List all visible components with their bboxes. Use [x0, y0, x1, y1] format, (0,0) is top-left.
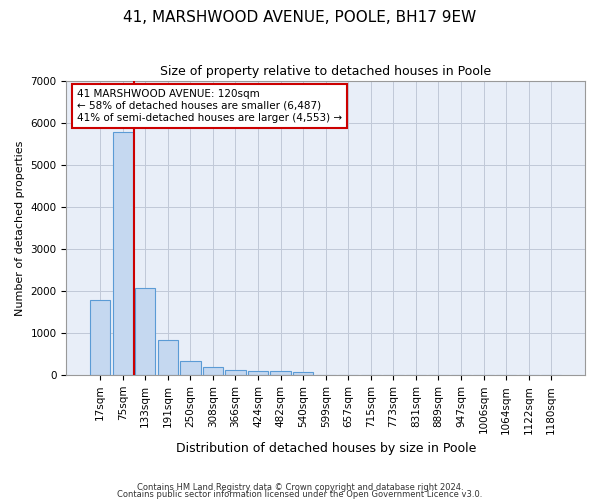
- Text: Contains HM Land Registry data © Crown copyright and database right 2024.: Contains HM Land Registry data © Crown c…: [137, 484, 463, 492]
- Bar: [226, 370, 245, 375]
- Text: 41, MARSHWOOD AVENUE, POOLE, BH17 9EW: 41, MARSHWOOD AVENUE, POOLE, BH17 9EW: [124, 10, 476, 25]
- Bar: [90, 300, 110, 375]
- Y-axis label: Number of detached properties: Number of detached properties: [15, 140, 25, 316]
- Text: 41 MARSHWOOD AVENUE: 120sqm
← 58% of detached houses are smaller (6,487)
41% of : 41 MARSHWOOD AVENUE: 120sqm ← 58% of det…: [77, 90, 342, 122]
- X-axis label: Distribution of detached houses by size in Poole: Distribution of detached houses by size …: [176, 442, 476, 455]
- Bar: [271, 371, 291, 375]
- Bar: [248, 371, 268, 375]
- Text: Contains public sector information licensed under the Open Government Licence v3: Contains public sector information licen…: [118, 490, 482, 499]
- Bar: [293, 372, 313, 375]
- Bar: [203, 367, 223, 375]
- Bar: [135, 288, 155, 375]
- Title: Size of property relative to detached houses in Poole: Size of property relative to detached ho…: [160, 65, 491, 78]
- Bar: [158, 340, 178, 375]
- Bar: [180, 361, 200, 375]
- Bar: [113, 132, 133, 375]
